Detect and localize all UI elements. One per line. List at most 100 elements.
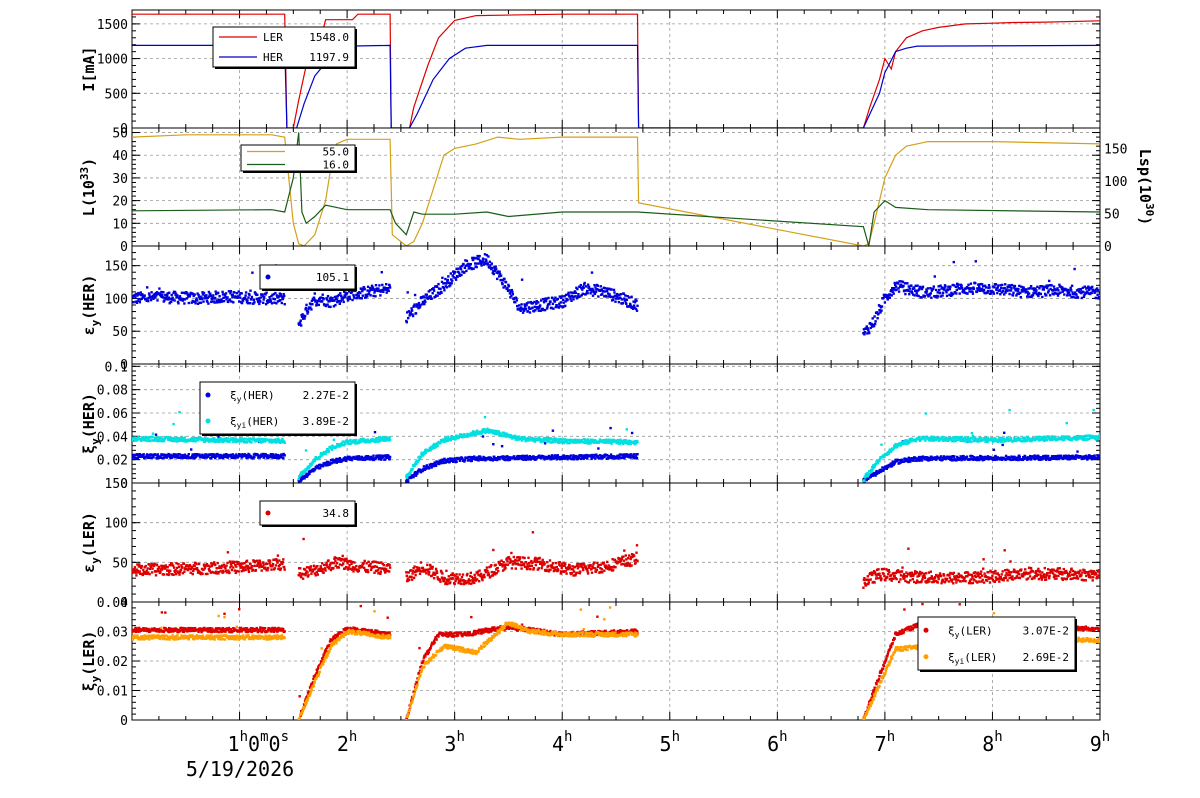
data-point <box>1076 296 1080 299</box>
data-point <box>985 438 989 442</box>
data-point <box>1004 454 1008 458</box>
data-point <box>471 256 474 260</box>
data-point <box>538 454 541 457</box>
data-point <box>372 454 375 457</box>
data-point <box>373 291 376 294</box>
data-point <box>538 436 541 440</box>
data-point <box>275 302 278 305</box>
data-point <box>376 454 380 457</box>
data-point <box>481 435 485 438</box>
data-point <box>305 303 308 307</box>
data-point <box>272 297 275 300</box>
data-point <box>384 288 387 291</box>
data-point <box>410 476 413 480</box>
data-point <box>262 301 265 304</box>
data-point <box>263 454 266 457</box>
data-point <box>614 300 617 303</box>
data-point <box>897 290 901 293</box>
data-point <box>869 321 872 325</box>
data-point <box>949 285 952 288</box>
legend-swatch-dot <box>265 274 271 280</box>
data-point <box>424 467 427 470</box>
data-point <box>511 293 514 296</box>
data-point <box>1026 295 1029 298</box>
data-point <box>549 441 552 444</box>
data-point <box>476 432 480 435</box>
legend-entry-value: 105.1 <box>316 271 349 284</box>
data-point <box>212 438 215 442</box>
legend-entry-name: HER <box>263 51 283 64</box>
data-point <box>591 456 595 459</box>
data-point <box>882 469 885 472</box>
data-point <box>240 301 244 305</box>
data-point <box>182 437 185 440</box>
data-point <box>608 455 612 458</box>
data-point <box>636 440 639 443</box>
data-point <box>596 284 600 287</box>
data-point <box>226 456 230 459</box>
data-point <box>220 438 224 441</box>
data-point <box>871 472 874 476</box>
data-point <box>626 440 629 443</box>
data-point <box>476 254 479 258</box>
data-point <box>971 290 974 293</box>
data-point <box>360 287 363 291</box>
data-point <box>607 295 610 298</box>
data-point <box>883 295 886 298</box>
data-point <box>330 299 333 302</box>
data-point <box>936 438 939 441</box>
data-point <box>1025 439 1028 443</box>
data-point <box>471 434 474 437</box>
data-point <box>498 272 502 276</box>
data-point <box>488 260 492 263</box>
data-point <box>176 454 180 457</box>
data-point <box>500 455 503 458</box>
data-point <box>557 441 560 444</box>
series-HER <box>132 44 1100 128</box>
data-point <box>203 454 206 457</box>
data-point <box>414 470 417 474</box>
data-point <box>321 454 324 457</box>
data-point <box>1000 456 1003 459</box>
data-point <box>1060 288 1064 291</box>
data-point <box>867 473 870 476</box>
data-point <box>1013 286 1016 290</box>
data-point <box>1006 286 1010 289</box>
data-point <box>633 306 636 309</box>
data-point <box>982 438 985 441</box>
data-point <box>245 441 249 444</box>
data-point <box>202 300 205 303</box>
data-point <box>921 285 925 288</box>
data-point <box>1012 291 1015 294</box>
data-point <box>553 439 556 442</box>
data-point <box>233 291 236 294</box>
data-point <box>923 295 927 298</box>
data-point <box>249 289 252 292</box>
data-point <box>1057 289 1060 292</box>
data-point <box>474 262 477 265</box>
data-point <box>545 436 548 440</box>
data-point <box>630 295 633 298</box>
data-point <box>487 255 490 258</box>
data-point <box>549 300 552 303</box>
data-point <box>215 438 218 441</box>
data-point <box>571 438 574 442</box>
data-point <box>941 439 945 442</box>
data-point <box>568 295 572 298</box>
data-point <box>542 438 545 441</box>
data-point <box>1082 290 1085 294</box>
data-point <box>920 287 924 291</box>
data-point <box>352 295 356 298</box>
data-point <box>304 449 308 452</box>
data-point <box>408 314 411 317</box>
data-point <box>586 457 589 460</box>
data-point <box>976 289 979 292</box>
data-point <box>870 468 873 472</box>
data-point <box>554 305 558 309</box>
data-point <box>520 439 524 442</box>
data-point <box>904 439 908 442</box>
data-point <box>1060 437 1063 441</box>
data-point <box>446 437 449 440</box>
data-point <box>523 456 527 459</box>
data-point <box>282 457 285 460</box>
